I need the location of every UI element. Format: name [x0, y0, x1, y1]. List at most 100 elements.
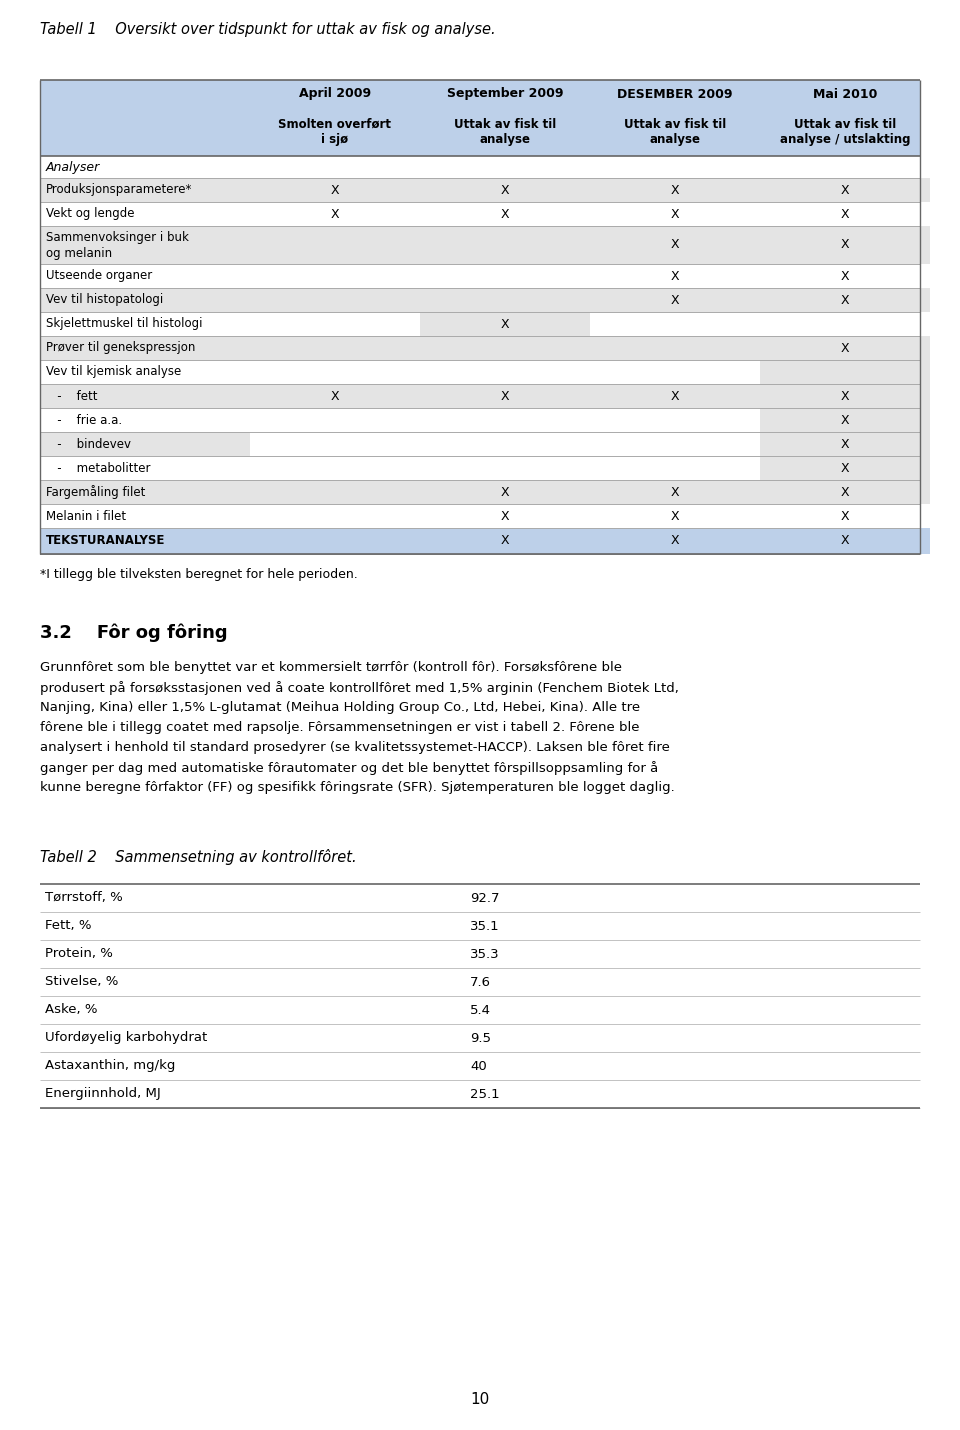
Bar: [590, 503, 760, 528]
Text: X: X: [671, 207, 680, 220]
Bar: [250, 503, 420, 528]
Text: Vekt og lengde: Vekt og lengde: [46, 207, 134, 220]
Text: X: X: [671, 535, 680, 548]
Bar: [420, 265, 590, 287]
Text: Vev til histopatologi: Vev til histopatologi: [46, 293, 163, 306]
Text: 35.3: 35.3: [470, 948, 499, 961]
Bar: [590, 385, 760, 408]
Bar: [420, 360, 590, 385]
Text: Astaxanthin, mg/kg: Astaxanthin, mg/kg: [45, 1060, 176, 1072]
Bar: [40, 408, 250, 432]
Bar: [420, 503, 590, 528]
Text: X: X: [841, 486, 850, 499]
Bar: [760, 177, 930, 202]
Text: X: X: [841, 293, 850, 306]
Text: April 2009: April 2009: [299, 87, 372, 100]
Bar: [40, 360, 250, 385]
Text: 7.6: 7.6: [470, 975, 491, 988]
Bar: [760, 312, 930, 336]
Bar: [760, 456, 930, 480]
Text: analysert i henhold til standard prosedyrer (se kvalitetssystemet-HACCP). Laksen: analysert i henhold til standard prosedy…: [40, 741, 670, 754]
Text: X: X: [501, 183, 510, 196]
Text: Prøver til genekspressjon: Prøver til genekspressjon: [46, 342, 196, 355]
Bar: [420, 202, 590, 226]
Text: X: X: [671, 293, 680, 306]
Bar: [760, 480, 930, 503]
Text: fôrene ble i tillegg coatet med rapsolje. Fôrsammensetningen er vist i tabell 2.: fôrene ble i tillegg coatet med rapsolje…: [40, 721, 639, 734]
Bar: [40, 202, 250, 226]
Bar: [760, 360, 930, 385]
Text: 5.4: 5.4: [470, 1004, 491, 1017]
Bar: [590, 312, 760, 336]
Text: X: X: [841, 438, 850, 450]
Bar: [590, 456, 760, 480]
Text: 25.1: 25.1: [470, 1087, 499, 1101]
Bar: [420, 177, 590, 202]
Bar: [760, 226, 930, 265]
Text: Uttak av fisk til
analyse: Uttak av fisk til analyse: [624, 119, 726, 146]
Text: Stivelse, %: Stivelse, %: [45, 975, 118, 988]
Text: X: X: [671, 486, 680, 499]
Text: DESEMBER 2009: DESEMBER 2009: [617, 87, 732, 100]
Text: Nanjing, Kina) eller 1,5% L-glutamat (Meihua Holding Group Co., Ltd, Hebei, Kina: Nanjing, Kina) eller 1,5% L-glutamat (Me…: [40, 701, 640, 714]
Bar: [250, 432, 420, 456]
Bar: [250, 336, 420, 360]
Text: Aske, %: Aske, %: [45, 1004, 98, 1017]
Bar: [590, 480, 760, 503]
Bar: [420, 385, 590, 408]
Bar: [590, 202, 760, 226]
Bar: [40, 528, 250, 553]
Bar: [760, 385, 930, 408]
Text: Ufordøyelig karbohydrat: Ufordøyelig karbohydrat: [45, 1031, 207, 1044]
Text: Fett, %: Fett, %: [45, 919, 91, 932]
Bar: [250, 177, 420, 202]
Text: X: X: [841, 535, 850, 548]
Bar: [250, 360, 420, 385]
Bar: [40, 226, 250, 265]
Text: Analyser: Analyser: [46, 160, 100, 173]
Text: Grunnfôret som ble benyttet var et kommersielt tørrfôr (kontroll fôr). Forsøksfô: Grunnfôret som ble benyttet var et komme…: [40, 661, 622, 674]
Text: X: X: [501, 486, 510, 499]
Text: X: X: [841, 183, 850, 196]
Text: X: X: [330, 207, 339, 220]
Bar: [760, 287, 930, 312]
Bar: [420, 528, 590, 553]
Bar: [760, 408, 930, 432]
Text: Produksjonsparametere*: Produksjonsparametere*: [46, 183, 192, 196]
Text: 35.1: 35.1: [470, 919, 499, 932]
Text: X: X: [671, 389, 680, 402]
Text: X: X: [841, 269, 850, 283]
Text: X: X: [841, 509, 850, 522]
Bar: [40, 385, 250, 408]
Bar: [250, 528, 420, 553]
Bar: [420, 287, 590, 312]
Bar: [40, 480, 250, 503]
Text: X: X: [841, 207, 850, 220]
Text: X: X: [841, 342, 850, 355]
Bar: [420, 336, 590, 360]
Bar: [250, 312, 420, 336]
Bar: [40, 312, 250, 336]
Text: X: X: [330, 389, 339, 402]
Bar: [40, 456, 250, 480]
Text: -    bindevev: - bindevev: [46, 438, 131, 450]
Bar: [760, 202, 930, 226]
Text: Smolten overført
i sjø: Smolten overført i sjø: [278, 119, 392, 146]
Bar: [40, 177, 250, 202]
Bar: [420, 408, 590, 432]
Bar: [420, 480, 590, 503]
Bar: [590, 336, 760, 360]
Bar: [250, 265, 420, 287]
Text: Uttak av fisk til
analyse / utslakting: Uttak av fisk til analyse / utslakting: [780, 119, 910, 146]
Text: X: X: [671, 509, 680, 522]
Bar: [760, 265, 930, 287]
Bar: [590, 177, 760, 202]
Bar: [40, 287, 250, 312]
Bar: [40, 156, 920, 177]
Text: Vev til kjemisk analyse: Vev til kjemisk analyse: [46, 366, 181, 379]
Bar: [40, 80, 920, 156]
Bar: [420, 432, 590, 456]
Text: ganger per dag med automatiske fôrautomater og det ble benyttet fôrspillsoppsaml: ganger per dag med automatiske fôrautoma…: [40, 761, 659, 775]
Text: TEKSTURANALYSE: TEKSTURANALYSE: [46, 535, 165, 548]
Bar: [420, 226, 590, 265]
